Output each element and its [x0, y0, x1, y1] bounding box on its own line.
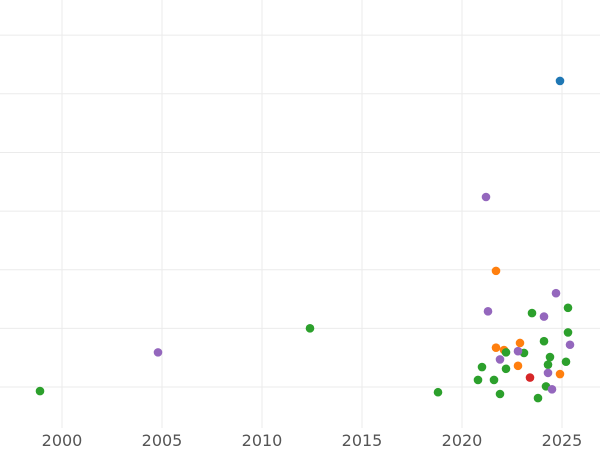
data-point-green[interactable]	[35, 386, 45, 396]
data-point-green[interactable]	[477, 362, 487, 372]
data-point-orange[interactable]	[513, 361, 523, 371]
data-point-green[interactable]	[473, 375, 483, 385]
x-tick-label: 2025	[542, 431, 583, 450]
data-point-red[interactable]	[525, 373, 535, 382]
data-point-purple[interactable]	[481, 192, 491, 202]
data-point-purple[interactable]	[495, 355, 505, 364]
data-point-green[interactable]	[561, 357, 571, 367]
data-point-orange[interactable]	[555, 369, 565, 379]
data-point-orange[interactable]	[515, 338, 525, 348]
x-tick-label: 2000	[42, 431, 83, 450]
data-point-orange[interactable]	[491, 266, 501, 276]
data-point-green[interactable]	[433, 387, 443, 397]
data-point-purple[interactable]	[539, 312, 549, 321]
data-point-purple[interactable]	[543, 368, 553, 378]
data-point-green[interactable]	[543, 360, 553, 369]
data-point-green[interactable]	[495, 389, 505, 399]
data-point-green[interactable]	[527, 308, 537, 318]
x-tick-label: 2010	[242, 431, 283, 450]
data-point-green[interactable]	[563, 328, 573, 337]
data-point-purple[interactable]	[547, 385, 557, 394]
data-point-blue[interactable]	[555, 76, 565, 86]
data-point-green[interactable]	[489, 375, 499, 385]
data-point-purple[interactable]	[565, 340, 575, 350]
data-point-green[interactable]	[539, 336, 549, 346]
data-point-green[interactable]	[501, 348, 511, 357]
data-point-purple[interactable]	[483, 307, 493, 316]
data-point-orange[interactable]	[491, 343, 501, 352]
grid-layer	[0, 0, 600, 428]
data-point-purple[interactable]	[551, 288, 561, 298]
data-point-green[interactable]	[533, 393, 543, 403]
data-point-green[interactable]	[305, 324, 315, 333]
x-tick-label: 2020	[442, 431, 483, 450]
data-point-green[interactable]	[545, 352, 555, 362]
points-layer	[35, 76, 575, 403]
x-axis-labels: 2000 2005 2010 2015 2020 2025	[42, 431, 583, 450]
data-point-green[interactable]	[501, 364, 511, 374]
data-point-purple[interactable]	[513, 346, 523, 356]
x-tick-label: 2005	[142, 431, 183, 450]
data-point-purple[interactable]	[153, 348, 163, 357]
x-tick-label: 2015	[342, 431, 383, 450]
data-point-green[interactable]	[563, 303, 573, 313]
